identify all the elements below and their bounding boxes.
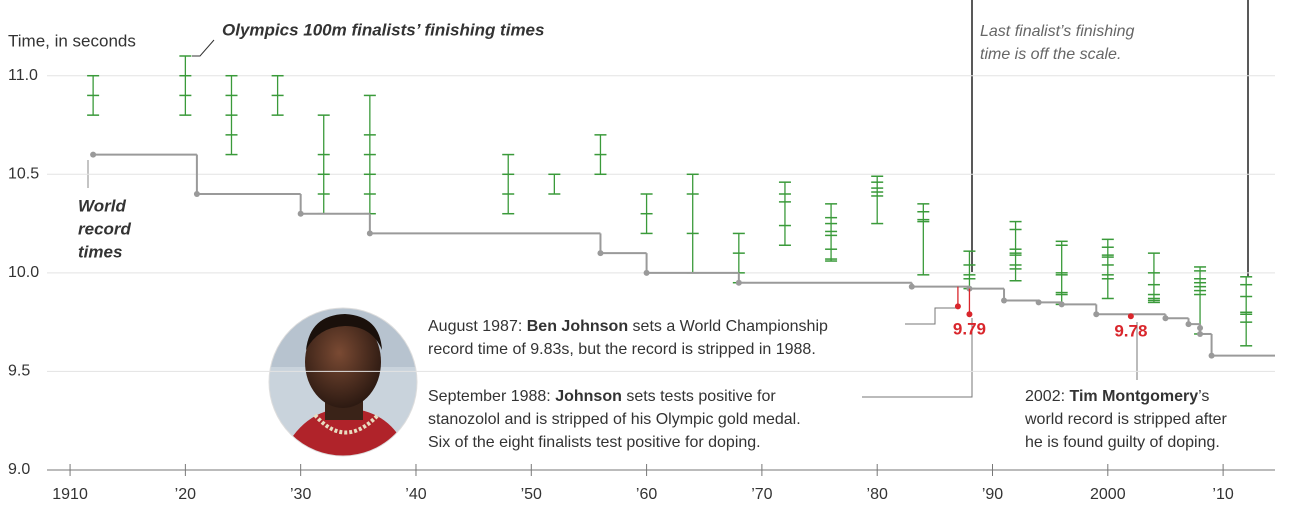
y-tick-label: 11.0: [8, 67, 38, 84]
x-tick-label: ’70: [751, 486, 772, 503]
annotation-line: September 1988: Johnson sets tests posit…: [428, 388, 776, 405]
annotation-text: stanozolol and is stripped of his Olympi…: [428, 411, 801, 428]
annotation-text: sets tests positive for: [622, 388, 777, 405]
x-tick-label: 2000: [1090, 486, 1126, 503]
stripped-point: [966, 311, 973, 318]
x-tick-label: ’40: [405, 486, 426, 503]
x-tick-label: ’20: [175, 486, 196, 503]
plot: 9.0 9.5 10.0 10.5 11.0 1910 ’20 ’30 ’40 ’50 ’60 ’70…: [8, 23, 1275, 503]
record-point: [297, 210, 304, 217]
annotation-text: Ben Johnson: [527, 318, 628, 335]
stripped-label: 9.79: [953, 320, 986, 339]
annotation-line: world record is stripped after: [1024, 411, 1228, 428]
annotation-text: Tim Montgomery: [1069, 388, 1198, 405]
annotation-text: September 1988:: [428, 388, 555, 405]
annotation-text: world record is stripped after: [1024, 411, 1228, 428]
record-point: [1035, 299, 1042, 306]
record-point: [597, 250, 604, 257]
record-point: [643, 269, 650, 276]
record-point: [1185, 321, 1192, 328]
record-point: [1162, 315, 1169, 322]
annotation-text: ’s: [1198, 388, 1209, 405]
stripped-label: 9.78: [1114, 322, 1147, 341]
y-tick-label: 9.0: [8, 461, 30, 478]
record-point: [735, 279, 742, 286]
record-point: [1197, 330, 1204, 337]
y-tick-label: 9.5: [8, 363, 30, 380]
x-tick-label: 1910: [52, 486, 88, 503]
x-tick-label: ’60: [636, 486, 657, 503]
y-axis-label: Time, in seconds: [8, 31, 136, 50]
annotation-line: Six of the eight finalists test positive…: [428, 434, 761, 451]
record-point: [1208, 352, 1215, 359]
x-tick-label: ’10: [1212, 486, 1233, 503]
annotation-text: record time of 9.83s, but the record is …: [428, 341, 816, 358]
annotation-text: Johnson: [555, 388, 622, 405]
annotation-text: Six of the eight finalists test positive…: [428, 434, 761, 451]
record-point: [1197, 325, 1204, 332]
record-label: World: [78, 196, 126, 215]
x-tick-label: ’90: [982, 486, 1003, 503]
annotation-text: he is found guilty of doping.: [1025, 434, 1220, 451]
stripped-point: [1127, 313, 1134, 320]
off-scale-note: Last finalist’s finishing: [980, 23, 1135, 40]
chart-title: Olympics 100m finalists’ finishing times: [222, 20, 544, 39]
annotation-text: 2002:: [1025, 388, 1069, 405]
record-label: record: [78, 219, 132, 238]
x-tick-label: ’30: [290, 486, 311, 503]
record-point: [908, 283, 915, 290]
annotation-line: 2002: Tim Montgomery’s: [1025, 388, 1209, 405]
record-point: [1093, 311, 1100, 318]
annotation-line: stanozolol and is stripped of his Olympi…: [428, 411, 801, 428]
photo-frame: [268, 307, 418, 457]
record-point: [90, 151, 97, 158]
annotation-line: he is found guilty of doping.: [1025, 434, 1220, 451]
y-tick-label: 10.0: [8, 264, 39, 281]
record-point: [1001, 297, 1008, 304]
off-scale-note: time is off the scale.: [980, 46, 1121, 63]
annotation-text: sets a World Championship: [628, 318, 828, 335]
record-point: [1058, 301, 1065, 308]
annotation-line: record time of 9.83s, but the record is …: [428, 341, 816, 358]
title-leader: [192, 39, 215, 57]
record-label: times: [78, 242, 122, 261]
record-point: [193, 191, 200, 197]
annotation-leader: [905, 307, 958, 325]
record-point: [366, 230, 373, 237]
annotation-text: August 1987:: [428, 318, 527, 335]
x-tick-label: ’50: [521, 486, 542, 503]
y-tick-label: 10.5: [8, 166, 39, 183]
stripped-point: [954, 303, 961, 310]
annotation-line: August 1987: Ben Johnson sets a World Ch…: [428, 318, 828, 335]
annotation-leader: [862, 318, 973, 398]
x-tick-label: ’80: [867, 486, 888, 503]
